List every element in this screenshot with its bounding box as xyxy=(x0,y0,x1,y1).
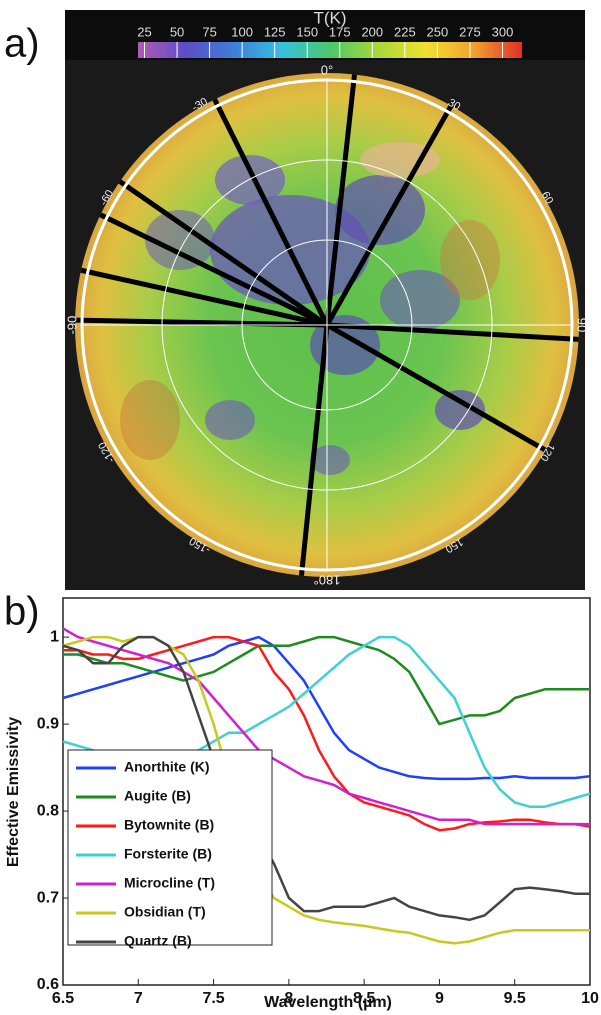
panel-label: b) xyxy=(4,590,40,634)
x-tick-label: 10 xyxy=(581,990,599,1007)
colorbar-tick-label: 300 xyxy=(492,24,514,39)
angle-label: 60 xyxy=(539,190,556,207)
colorbar-tick-label: 225 xyxy=(394,24,416,39)
y-tick-label: 0.9 xyxy=(37,715,59,732)
colorbar xyxy=(138,42,522,58)
legend-label: Augite (B) xyxy=(124,788,191,804)
angle-label: -90 xyxy=(64,316,79,335)
y-tick-label: 0.6 xyxy=(37,976,59,993)
legend-label: Microcline (T) xyxy=(124,875,215,891)
angle-label: 90 xyxy=(575,318,590,332)
colorbar-tick-label: 100 xyxy=(231,24,253,39)
y-axis-label: Effective Emissivity xyxy=(5,717,22,867)
legend-label: Obsidian (T) xyxy=(124,904,206,920)
colorbar-tick-label: 275 xyxy=(459,24,481,39)
colorbar-tick-label: 250 xyxy=(427,24,449,39)
legend-label: Bytownite (B) xyxy=(124,817,214,833)
x-tick-label: 8.5 xyxy=(353,990,375,1007)
angle-label: 0° xyxy=(321,62,333,77)
colorbar-tick-label: 50 xyxy=(170,24,184,39)
angle-label: 180° xyxy=(314,573,341,588)
x-tick-label: 8 xyxy=(284,990,293,1007)
x-tick-label: 9.5 xyxy=(504,990,526,1007)
angle-label: 30 xyxy=(446,97,463,114)
colorbar-label: T(K) xyxy=(313,8,346,27)
colorbar-tick-label: 150 xyxy=(296,24,318,39)
colorbar-tick-label: 175 xyxy=(329,24,351,39)
series-line xyxy=(62,627,590,826)
series-line xyxy=(62,635,590,922)
colorbar-tick-label: 75 xyxy=(202,24,216,39)
y-tick-label: 0.7 xyxy=(37,889,59,906)
legend-label: Quartz (B) xyxy=(124,933,192,949)
x-tick-label: 6.5 xyxy=(52,990,74,1007)
panel-label: a) xyxy=(4,22,40,66)
map-grid xyxy=(80,78,574,572)
series-line xyxy=(63,635,591,832)
legend-label: Forsterite (B) xyxy=(124,846,212,862)
colorbar-tick-label: 125 xyxy=(264,24,286,39)
x-tick-label: 9 xyxy=(435,990,444,1007)
y-tick-label: 0.8 xyxy=(37,802,59,819)
legend-label: Anorthite (K) xyxy=(124,759,210,775)
colorbar-tick-label: 25 xyxy=(137,24,151,39)
colorbar-tick-label: 200 xyxy=(361,24,383,39)
series-line xyxy=(63,635,590,726)
x-tick-label: 7.5 xyxy=(202,990,224,1007)
y-tick-label: 1 xyxy=(50,628,59,645)
x-axis-label: Wavelength (µm) xyxy=(264,994,392,1011)
series-line xyxy=(62,635,591,781)
x-tick-label: 7 xyxy=(134,990,143,1007)
